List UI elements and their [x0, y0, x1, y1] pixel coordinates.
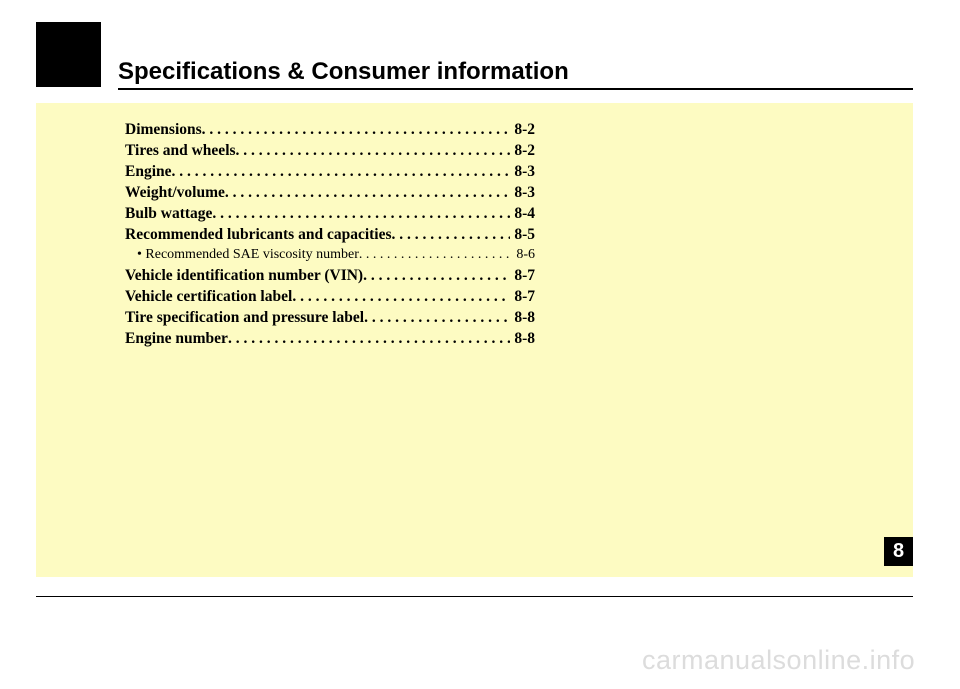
toc-leader-dots: [228, 331, 510, 347]
toc-label: Bulb wattage: [125, 206, 212, 222]
section-title: Specifications & Consumer information: [118, 58, 569, 86]
toc-leader-dots: [225, 185, 510, 201]
toc-page-number: 8-7: [510, 268, 535, 284]
toc-label: Weight/volume: [125, 185, 225, 201]
bottom-rule: [36, 596, 913, 597]
toc-page-number: 8-8: [510, 310, 535, 326]
toc-page-number: 8-3: [510, 185, 535, 201]
toc-row: Engine number 8-8: [125, 331, 535, 347]
toc-leader-dots: [236, 143, 511, 159]
toc-page-number: 8-2: [510, 143, 535, 159]
corner-block: [36, 22, 101, 87]
title-underline: [118, 88, 913, 90]
toc-label: Tire specification and pressure label: [125, 310, 364, 326]
toc-row: Dimensions 8-2: [125, 122, 535, 138]
toc-page-number: 8-7: [510, 289, 535, 305]
toc-page-number: 8-2: [510, 122, 535, 138]
page: Specifications & Consumer information Di…: [0, 0, 960, 689]
toc-leader-dots: [364, 310, 510, 326]
toc-leader-dots: [363, 268, 510, 284]
watermark-text: carmanualsonline.info: [642, 645, 915, 676]
toc-label: Vehicle certification label: [125, 289, 292, 305]
toc-leader-dots: [212, 206, 510, 222]
toc-label: Recommended lubricants and capacities: [125, 227, 392, 243]
toc-row: Tires and wheels 8-2: [125, 143, 535, 159]
toc-row: Recommended lubricants and capacities 8-5: [125, 227, 535, 243]
toc-leader-dots: [359, 248, 512, 262]
toc-page-number: 8-5: [510, 227, 535, 243]
toc-row: • Recommended SAE viscosity number 8-6: [125, 248, 535, 262]
toc-leader-dots: [172, 164, 511, 180]
toc-row: Weight/volume 8-3: [125, 185, 535, 201]
toc-page-number: 8-3: [510, 164, 535, 180]
toc-leader-dots: [202, 122, 511, 138]
toc-label: Dimensions: [125, 122, 202, 138]
chapter-number-badge: 8: [884, 537, 913, 566]
toc-page-number: 8-8: [510, 331, 535, 347]
toc-row: Engine 8-3: [125, 164, 535, 180]
toc-leader-dots: [392, 227, 511, 243]
toc-row: Tire specification and pressure label 8-8: [125, 310, 535, 326]
toc-label: Vehicle identification number (VIN): [125, 268, 363, 284]
table-of-contents: Dimensions 8-2 Tires and wheels 8-2 Engine 8-…: [125, 122, 535, 352]
toc-label: Tires and wheels: [125, 143, 236, 159]
toc-page-number: 8-4: [510, 206, 535, 222]
toc-label: Engine: [125, 164, 172, 180]
toc-row: Vehicle identification number (VIN) 8-7: [125, 268, 535, 284]
toc-page-number: 8-6: [512, 248, 535, 262]
toc-row: Bulb wattage 8-4: [125, 206, 535, 222]
toc-label: • Recommended SAE viscosity number: [137, 248, 359, 262]
toc-row: Vehicle certification label 8-7: [125, 289, 535, 305]
toc-leader-dots: [292, 289, 510, 305]
toc-label: Engine number: [125, 331, 228, 347]
